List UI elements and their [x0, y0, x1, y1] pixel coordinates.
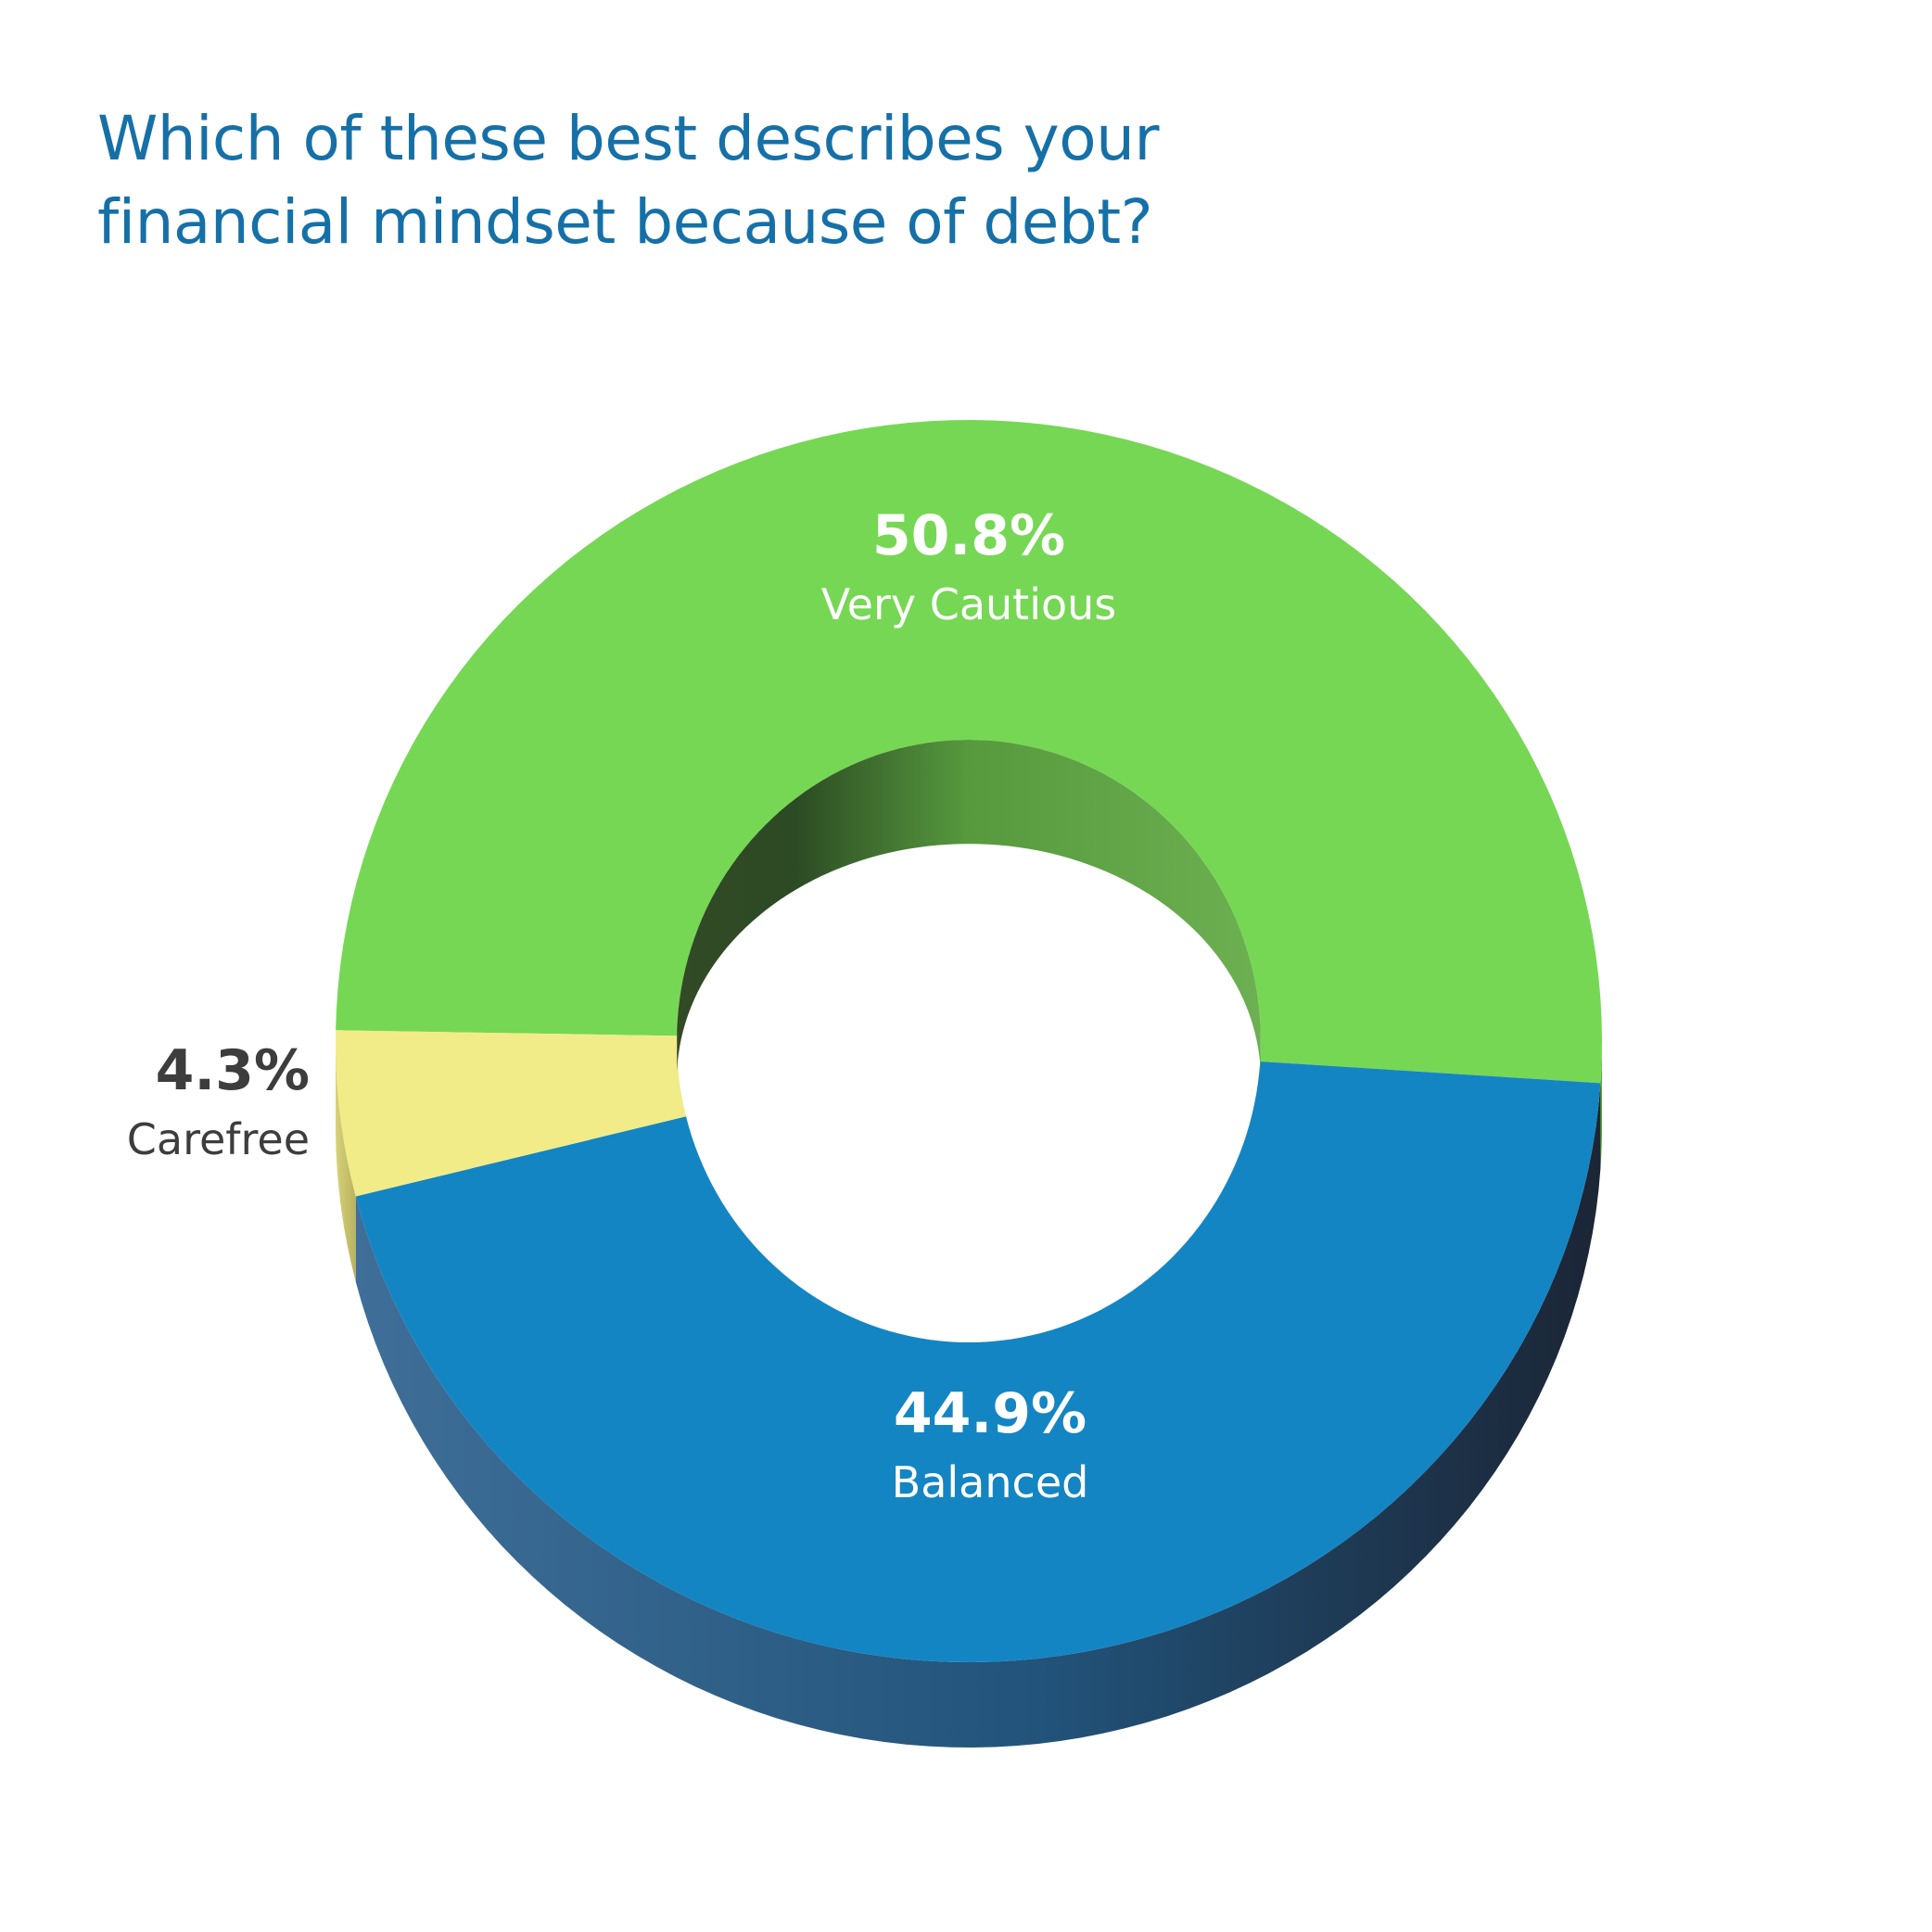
slice-side-very-cautious [1600, 1036, 1602, 1169]
category-label-very-cautious: Very Cautious [821, 579, 1117, 629]
value-label-carefree: 4.3% [156, 1038, 310, 1103]
slice-very-cautious [336, 420, 1603, 1084]
chart-title-line-1: Which of these best describes your [97, 103, 1160, 174]
slice-side-carefree [336, 1046, 356, 1282]
value-label-very-cautious: 50.8% [872, 503, 1065, 568]
chart-title-line-2: financial mindset because of debt? [97, 186, 1153, 258]
slice-carefree [336, 1030, 687, 1197]
category-label-balanced: Balanced [892, 1457, 1089, 1507]
slice-balanced [355, 1061, 1601, 1662]
donut-inner-wall [677, 740, 1261, 1072]
slice-side-balanced [355, 1083, 1601, 1748]
chart-title: Which of these best describes your finan… [97, 97, 1488, 264]
category-label-carefree: Carefree [127, 1114, 310, 1164]
value-label-balanced: 44.9% [894, 1381, 1087, 1446]
